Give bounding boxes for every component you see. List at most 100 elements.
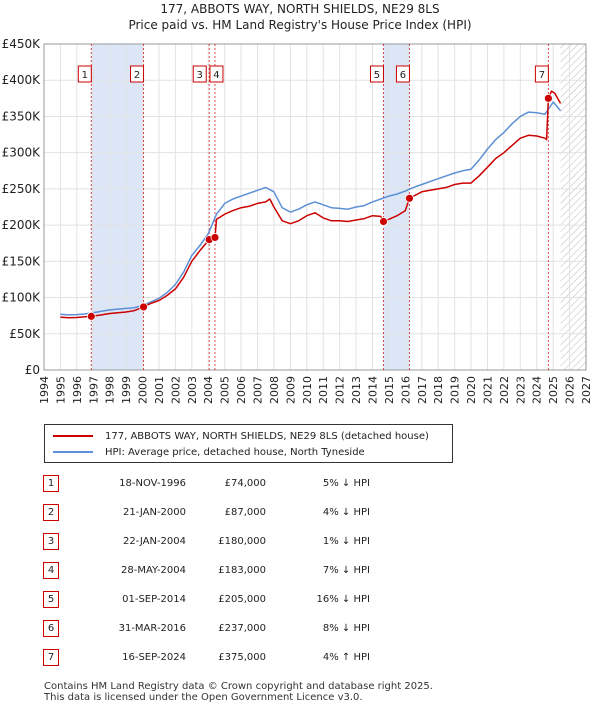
sale-number-badge: 5 bbox=[43, 591, 59, 608]
x-tick-label: 2015 bbox=[383, 376, 396, 404]
sale-hpi-comparison: 4% ↓ HPI bbox=[322, 507, 370, 518]
sale-price: £74,000 bbox=[224, 478, 266, 489]
sale-label-text: 7 bbox=[539, 70, 545, 81]
x-tick-label: 2008 bbox=[268, 376, 281, 404]
sale-label-box bbox=[369, 65, 384, 83]
x-tick-label: 2027 bbox=[580, 376, 593, 404]
legend-label-hpi: HPI: Average price, detached house, Nort… bbox=[105, 446, 365, 458]
sale-row: 2 21-JAN-2000 £87,000 4% ↓ HPI bbox=[0, 502, 600, 524]
x-tick-label: 2014 bbox=[366, 376, 379, 404]
sale-label-box bbox=[192, 65, 207, 83]
sale-number-badge: 6 bbox=[43, 620, 59, 637]
footer-copyright: Contains HM Land Registry data © Crown c… bbox=[44, 681, 433, 692]
sale-hpi-comparison: 4% ↑ HPI bbox=[322, 652, 370, 663]
x-tick-label: 1996 bbox=[71, 376, 84, 404]
series-line-property bbox=[60, 90, 562, 319]
sale-label-text: 1 bbox=[82, 70, 88, 81]
y-tick-label: £350K bbox=[2, 109, 42, 123]
x-tick-label: 2022 bbox=[498, 376, 511, 404]
sale-date: 31-MAR-2016 bbox=[118, 623, 186, 634]
x-tick-label: 2007 bbox=[252, 376, 265, 404]
x-tick-label: 2023 bbox=[514, 376, 527, 404]
sale-row: 4 28-MAY-2004 £183,000 7% ↓ HPI bbox=[0, 560, 600, 582]
x-tick-label: 2003 bbox=[186, 376, 199, 404]
y-tick-label: £450K bbox=[2, 37, 42, 51]
sale-price: £183,000 bbox=[218, 565, 266, 576]
legend-item-hpi: HPI: Average price, detached house, Nort… bbox=[53, 445, 365, 459]
sale-price: £205,000 bbox=[218, 594, 266, 605]
legend-swatch-property bbox=[53, 435, 93, 437]
sale-hpi-comparison: 1% ↓ HPI bbox=[322, 536, 370, 547]
future-hatch bbox=[560, 44, 586, 370]
sale-row: 3 22-JAN-2004 £180,000 1% ↓ HPI bbox=[0, 531, 600, 553]
x-tick-label: 2000 bbox=[137, 376, 150, 404]
sale-label-box bbox=[534, 65, 549, 83]
x-tick-label: 1999 bbox=[120, 376, 133, 404]
sale-number-badge: 7 bbox=[43, 649, 59, 666]
shaded-period bbox=[91, 44, 144, 370]
sale-date: 28-MAY-2004 bbox=[120, 565, 186, 576]
x-tick-label: 1995 bbox=[54, 376, 67, 404]
sale-date: 01-SEP-2014 bbox=[122, 594, 186, 605]
sale-hpi-comparison: 16% ↓ HPI bbox=[316, 594, 370, 605]
legend-label-property: 177, ABBOTS WAY, NORTH SHIELDS, NE29 8LS… bbox=[105, 430, 429, 442]
sale-price: £237,000 bbox=[218, 623, 266, 634]
chart-title-line2: Price paid vs. HM Land Registry's House … bbox=[128, 18, 472, 32]
sale-number-badge: 1 bbox=[43, 475, 59, 492]
sale-hpi-comparison: 5% ↓ HPI bbox=[322, 478, 370, 489]
sale-point bbox=[405, 193, 414, 203]
x-tick-label: 2021 bbox=[481, 376, 494, 404]
sale-price: £180,000 bbox=[218, 536, 266, 547]
chart-legend: 177, ABBOTS WAY, NORTH SHIELDS, NE29 8LS… bbox=[44, 424, 453, 463]
sale-hpi-comparison: 7% ↓ HPI bbox=[322, 565, 370, 576]
plot-frame bbox=[43, 43, 587, 371]
x-tick-label: 1994 bbox=[38, 376, 51, 404]
sale-label-text: 3 bbox=[197, 70, 203, 81]
sale-number-badge: 3 bbox=[43, 533, 59, 550]
sale-date: 16-SEP-2024 bbox=[122, 652, 186, 663]
y-tick-label: £150K bbox=[2, 254, 42, 268]
y-tick-label: £250K bbox=[2, 182, 42, 196]
legend-item-property: 177, ABBOTS WAY, NORTH SHIELDS, NE29 8LS… bbox=[53, 429, 429, 443]
legend-swatch-hpi bbox=[53, 451, 93, 453]
price-chart: £0 £50K £100K £150K £200K £250K £300K £350K £400… bbox=[2, 37, 593, 404]
sale-label-text: 5 bbox=[374, 70, 380, 81]
x-tick-label: 2020 bbox=[465, 376, 478, 404]
y-tick-label: £100K bbox=[2, 291, 42, 305]
x-tick-label: 2005 bbox=[219, 376, 232, 404]
sale-price: £87,000 bbox=[224, 507, 266, 518]
x-tick-label: 1998 bbox=[104, 376, 117, 404]
sale-row: 7 16-SEP-2024 £375,000 4% ↑ HPI bbox=[0, 647, 600, 669]
x-tick-label: 2004 bbox=[202, 376, 215, 404]
x-tick-label: 1997 bbox=[87, 376, 100, 404]
footer-licence: This data is licensed under the Open Gov… bbox=[44, 692, 363, 703]
sale-row: 6 31-MAR-2016 £237,000 8% ↓ HPI bbox=[0, 618, 600, 640]
x-tick-label: 2010 bbox=[301, 376, 314, 404]
x-tick-label: 2001 bbox=[153, 376, 166, 404]
y-tick-label: £200K bbox=[2, 218, 42, 232]
sale-label-text: 4 bbox=[213, 70, 219, 81]
x-tick-label: 2018 bbox=[432, 376, 445, 404]
sale-hpi-comparison: 8% ↓ HPI bbox=[322, 623, 370, 634]
sale-price: £375,000 bbox=[218, 652, 266, 663]
sale-point bbox=[210, 233, 220, 242]
sale-date: 22-JAN-2004 bbox=[122, 536, 186, 547]
x-tick-label: 2013 bbox=[350, 376, 363, 404]
x-tick-label: 2006 bbox=[235, 376, 248, 404]
y-tick-label: £400K bbox=[2, 73, 42, 87]
sale-date: 21-JAN-2000 bbox=[122, 507, 186, 518]
chart-title-line1: 177, ABBOTS WAY, NORTH SHIELDS, NE29 8LS bbox=[160, 2, 440, 16]
sale-label-box bbox=[209, 65, 224, 83]
sale-row: 1 18-NOV-1996 £74,000 5% ↓ HPI bbox=[0, 473, 600, 495]
sale-row: 5 01-SEP-2014 £205,000 16% ↓ HPI bbox=[0, 589, 600, 611]
sale-date: 18-NOV-1996 bbox=[119, 478, 186, 489]
x-tick-label: 2016 bbox=[399, 376, 412, 404]
x-tick-label: 2009 bbox=[284, 376, 297, 404]
sale-point bbox=[139, 302, 148, 312]
x-tick-label: 2012 bbox=[334, 376, 347, 404]
x-tick-label: 2019 bbox=[449, 376, 462, 404]
x-tick-label: 2024 bbox=[531, 376, 544, 404]
sale-label-box bbox=[130, 65, 145, 83]
sale-point bbox=[543, 93, 553, 103]
y-tick-label: £0 bbox=[25, 363, 40, 377]
